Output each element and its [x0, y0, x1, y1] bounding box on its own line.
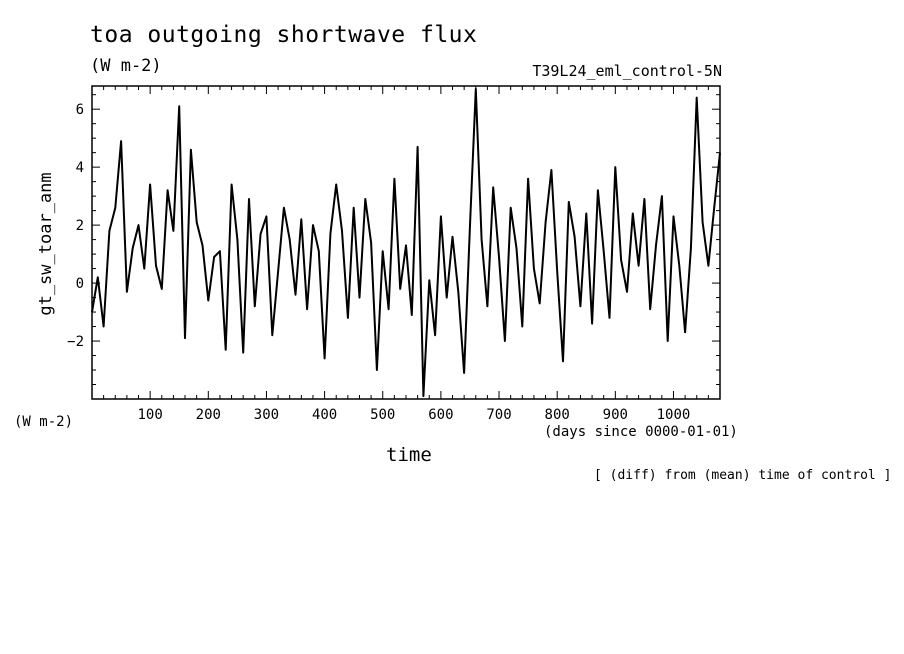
y-tick-label: 4	[76, 160, 84, 176]
x-tick-label: 600	[428, 407, 453, 423]
x-tick-label: 1000	[657, 407, 691, 423]
y-tick-label: 2	[76, 218, 84, 234]
x-tick-label: 800	[545, 407, 570, 423]
x-tick-label: 100	[137, 407, 162, 423]
axis-ticks	[92, 86, 720, 399]
x-tick-label: 300	[254, 407, 279, 423]
x-tick-label: 500	[370, 407, 395, 423]
x-tick-label: 200	[196, 407, 221, 423]
y-tick-label: −2	[67, 334, 84, 350]
y-tick-label: 0	[76, 276, 84, 292]
chart-title: toa outgoing shortwave flux	[90, 22, 478, 48]
plot-frame	[91, 85, 721, 400]
x-tick-label: 900	[603, 407, 628, 423]
y-axis-label: gt_sw_toar_anm	[36, 172, 56, 316]
x-axis-label: time	[386, 444, 432, 466]
x-tick-label: 400	[312, 407, 337, 423]
diff-note: [ (diff) from (mean) time of control ]	[594, 468, 892, 483]
y-tick-label: 6	[76, 102, 84, 118]
x-axis-unit: (days since 0000-01-01)	[544, 424, 738, 440]
run-id-label: T39L24_eml_control-5N	[532, 62, 722, 80]
x-tick-label: 700	[486, 407, 511, 423]
series-line	[91, 87, 721, 398]
y-units-label: (W m-2)	[14, 414, 74, 430]
tick-labels: 100 200 300 400 500 600 700 800 900 1000 −2 0 2 4 6	[67, 102, 690, 423]
units-label: (W m-2)	[90, 56, 162, 76]
